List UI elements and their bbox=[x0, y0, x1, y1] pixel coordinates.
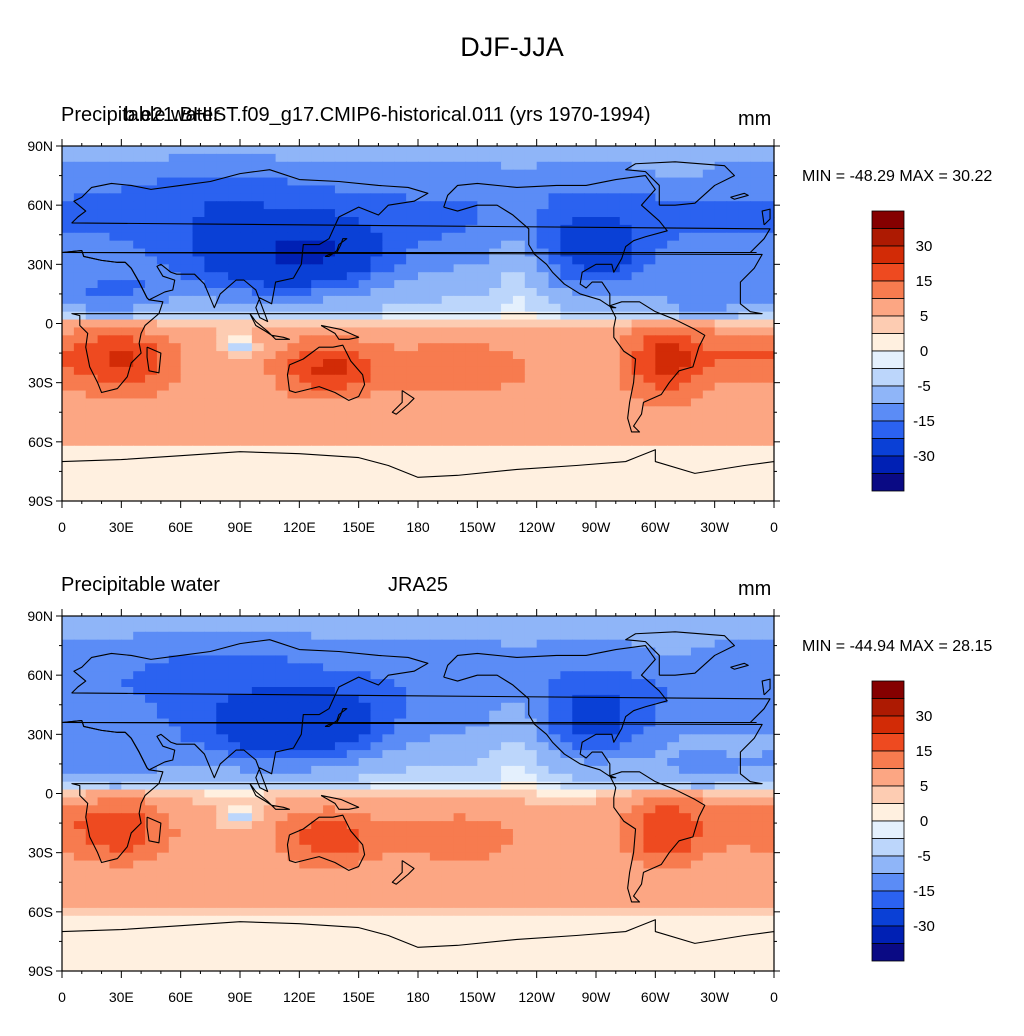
lon-tick-label: 90W bbox=[582, 989, 612, 1005]
lon-tick-label: 30E bbox=[109, 519, 134, 535]
lat-tick-label: 30N bbox=[27, 726, 53, 742]
colorbar-swatch bbox=[872, 839, 904, 857]
lon-tick-label: 0 bbox=[770, 989, 778, 1005]
panel-reanalysis: Precipitable water JRA25 mm MIN = -44.94… bbox=[0, 566, 1024, 1036]
colorbar-swatch bbox=[872, 369, 904, 387]
colorbar-swatch bbox=[872, 439, 904, 457]
lat-tick-label: 90S bbox=[28, 963, 53, 979]
lat-tick-label: 30N bbox=[27, 256, 53, 272]
lon-tick-label: 90E bbox=[228, 989, 253, 1005]
lat-tick-label: 0 bbox=[45, 316, 53, 332]
colorbar-swatch bbox=[872, 316, 904, 334]
colorbar-label: 30 bbox=[916, 238, 933, 255]
colorbar-label: -15 bbox=[913, 883, 935, 900]
colorbar-swatch bbox=[872, 944, 904, 962]
lat-tick-label: 90N bbox=[27, 608, 53, 624]
lon-tick-label: 90E bbox=[228, 519, 253, 535]
lon-tick-label: 0 bbox=[58, 989, 66, 1005]
colorbar-swatch bbox=[872, 264, 904, 282]
lon-tick-label: 0 bbox=[770, 519, 778, 535]
colorbar-label: 5 bbox=[920, 308, 928, 325]
colorbar-swatch bbox=[872, 299, 904, 317]
lon-tick-label: 120E bbox=[283, 519, 316, 535]
map-plot: 90N 60N 30N 0 30S 60S 90S 0 30E 60E 90E 120E 150E 180… bbox=[0, 96, 800, 566]
colorbar-label: 0 bbox=[920, 813, 928, 830]
colorbar-swatch bbox=[872, 334, 904, 352]
colorbar-swatch bbox=[872, 474, 904, 492]
lon-tick-label: 60E bbox=[168, 989, 193, 1005]
lon-tick-label: 120W bbox=[518, 519, 555, 535]
colorbar-swatch bbox=[872, 421, 904, 439]
lon-tick-label: 150E bbox=[342, 519, 375, 535]
colorbar-swatch bbox=[872, 211, 904, 229]
colorbar-swatch bbox=[872, 856, 904, 874]
colorbar-swatch bbox=[872, 769, 904, 787]
colorbar-swatch bbox=[872, 874, 904, 892]
colorbar-swatch bbox=[872, 734, 904, 752]
colorbar-swatch bbox=[872, 229, 904, 247]
colorbar-swatch bbox=[872, 804, 904, 822]
colorbar-label: 0 bbox=[920, 343, 928, 360]
colorbar-label: 15 bbox=[916, 743, 933, 760]
map-plot: 90N 60N 30N 0 30S 60S 90S 0 30E 60E 90E 120E 150E 180… bbox=[0, 566, 800, 1036]
lon-tick-label: 60W bbox=[641, 519, 671, 535]
colorbar-swatch bbox=[872, 716, 904, 734]
lon-tick-label: 30W bbox=[700, 989, 730, 1005]
colorbar-label: -30 bbox=[913, 918, 935, 935]
colorbar-swatch bbox=[872, 909, 904, 927]
lon-tick-label: 120E bbox=[283, 989, 316, 1005]
panel-model: Precipitable water b.e21.BHIST.f09_g17.C… bbox=[0, 96, 1024, 566]
lon-tick-label: 120W bbox=[518, 989, 555, 1005]
lat-tick-label: 0 bbox=[45, 786, 53, 802]
colorbar-label: 15 bbox=[916, 273, 933, 290]
colorbar: 30 15 5 0 -5 -15 -30 bbox=[860, 206, 960, 506]
colorbar-swatch bbox=[872, 681, 904, 699]
colorbar-swatch bbox=[872, 456, 904, 474]
lat-tick-label: 60N bbox=[27, 667, 53, 683]
colorbar-swatch bbox=[872, 404, 904, 422]
colorbar-label: -30 bbox=[913, 448, 935, 465]
colorbar-swatch bbox=[872, 699, 904, 717]
lon-tick-label: 90W bbox=[582, 519, 612, 535]
colorbar-swatch bbox=[872, 386, 904, 404]
colorbar-label: -5 bbox=[917, 848, 930, 865]
lon-tick-label: 0 bbox=[58, 519, 66, 535]
lat-tick-label: 90S bbox=[28, 493, 53, 509]
colorbar-swatch bbox=[872, 821, 904, 839]
colorbar-swatch bbox=[872, 751, 904, 769]
lon-tick-label: 150W bbox=[459, 519, 496, 535]
colorbar-swatch bbox=[872, 281, 904, 299]
lat-tick-label: 30S bbox=[28, 845, 53, 861]
min-max-readout: MIN = -48.29 MAX = 30.22 bbox=[802, 168, 992, 186]
lon-tick-label: 180 bbox=[406, 989, 430, 1005]
colorbar-label: -15 bbox=[913, 413, 935, 430]
figure-title: DJF-JJA bbox=[0, 32, 1024, 63]
lat-tick-label: 90N bbox=[27, 138, 53, 154]
min-max-readout: MIN = -44.94 MAX = 28.15 bbox=[802, 638, 992, 656]
lon-tick-label: 150W bbox=[459, 989, 496, 1005]
lon-tick-label: 60E bbox=[168, 519, 193, 535]
colorbar: 30 15 5 0 -5 -15 -30 bbox=[860, 676, 960, 976]
lat-tick-label: 60S bbox=[28, 434, 53, 450]
colorbar-swatch bbox=[872, 246, 904, 264]
lat-tick-label: 60N bbox=[27, 197, 53, 213]
lon-tick-label: 150E bbox=[342, 989, 375, 1005]
colorbar-swatch bbox=[872, 786, 904, 804]
colorbar-label: -5 bbox=[917, 378, 930, 395]
colorbar-label: 5 bbox=[920, 778, 928, 795]
colorbar-label: 30 bbox=[916, 708, 933, 725]
lon-tick-label: 60W bbox=[641, 989, 671, 1005]
colorbar-swatch bbox=[872, 351, 904, 369]
lat-tick-label: 60S bbox=[28, 904, 53, 920]
colorbar-swatch bbox=[872, 891, 904, 909]
lat-tick-label: 30S bbox=[28, 375, 53, 391]
lon-tick-label: 30E bbox=[109, 989, 134, 1005]
lon-tick-label: 30W bbox=[700, 519, 730, 535]
colorbar-swatch bbox=[872, 926, 904, 944]
lon-tick-label: 180 bbox=[406, 519, 430, 535]
